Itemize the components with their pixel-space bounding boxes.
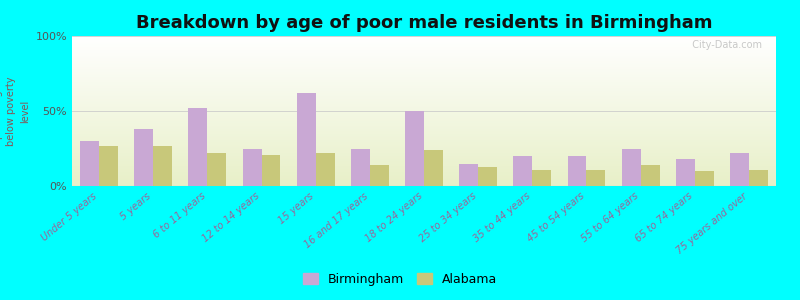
- Bar: [297, 93, 316, 186]
- Bar: [189, 108, 207, 186]
- Bar: [134, 129, 154, 186]
- Bar: [622, 148, 641, 186]
- Bar: [532, 169, 551, 186]
- Text: City-Data.com: City-Data.com: [686, 40, 762, 50]
- Bar: [424, 150, 443, 186]
- Y-axis label: percentage
below poverty
level: percentage below poverty level: [0, 76, 30, 146]
- Bar: [730, 153, 749, 186]
- Bar: [459, 164, 478, 186]
- Bar: [99, 146, 118, 186]
- Bar: [316, 153, 334, 186]
- Bar: [242, 148, 262, 186]
- Bar: [154, 146, 172, 186]
- Bar: [694, 171, 714, 186]
- Bar: [405, 111, 424, 186]
- Bar: [586, 169, 606, 186]
- Bar: [80, 141, 99, 186]
- Bar: [207, 153, 226, 186]
- Bar: [370, 165, 389, 186]
- Bar: [514, 156, 532, 186]
- Bar: [676, 159, 694, 186]
- Bar: [641, 165, 659, 186]
- Legend: Birmingham, Alabama: Birmingham, Alabama: [298, 268, 502, 291]
- Bar: [567, 156, 586, 186]
- Bar: [262, 154, 281, 186]
- Bar: [749, 169, 768, 186]
- Bar: [478, 167, 497, 186]
- Title: Breakdown by age of poor male residents in Birmingham: Breakdown by age of poor male residents …: [136, 14, 712, 32]
- Bar: [351, 148, 370, 186]
